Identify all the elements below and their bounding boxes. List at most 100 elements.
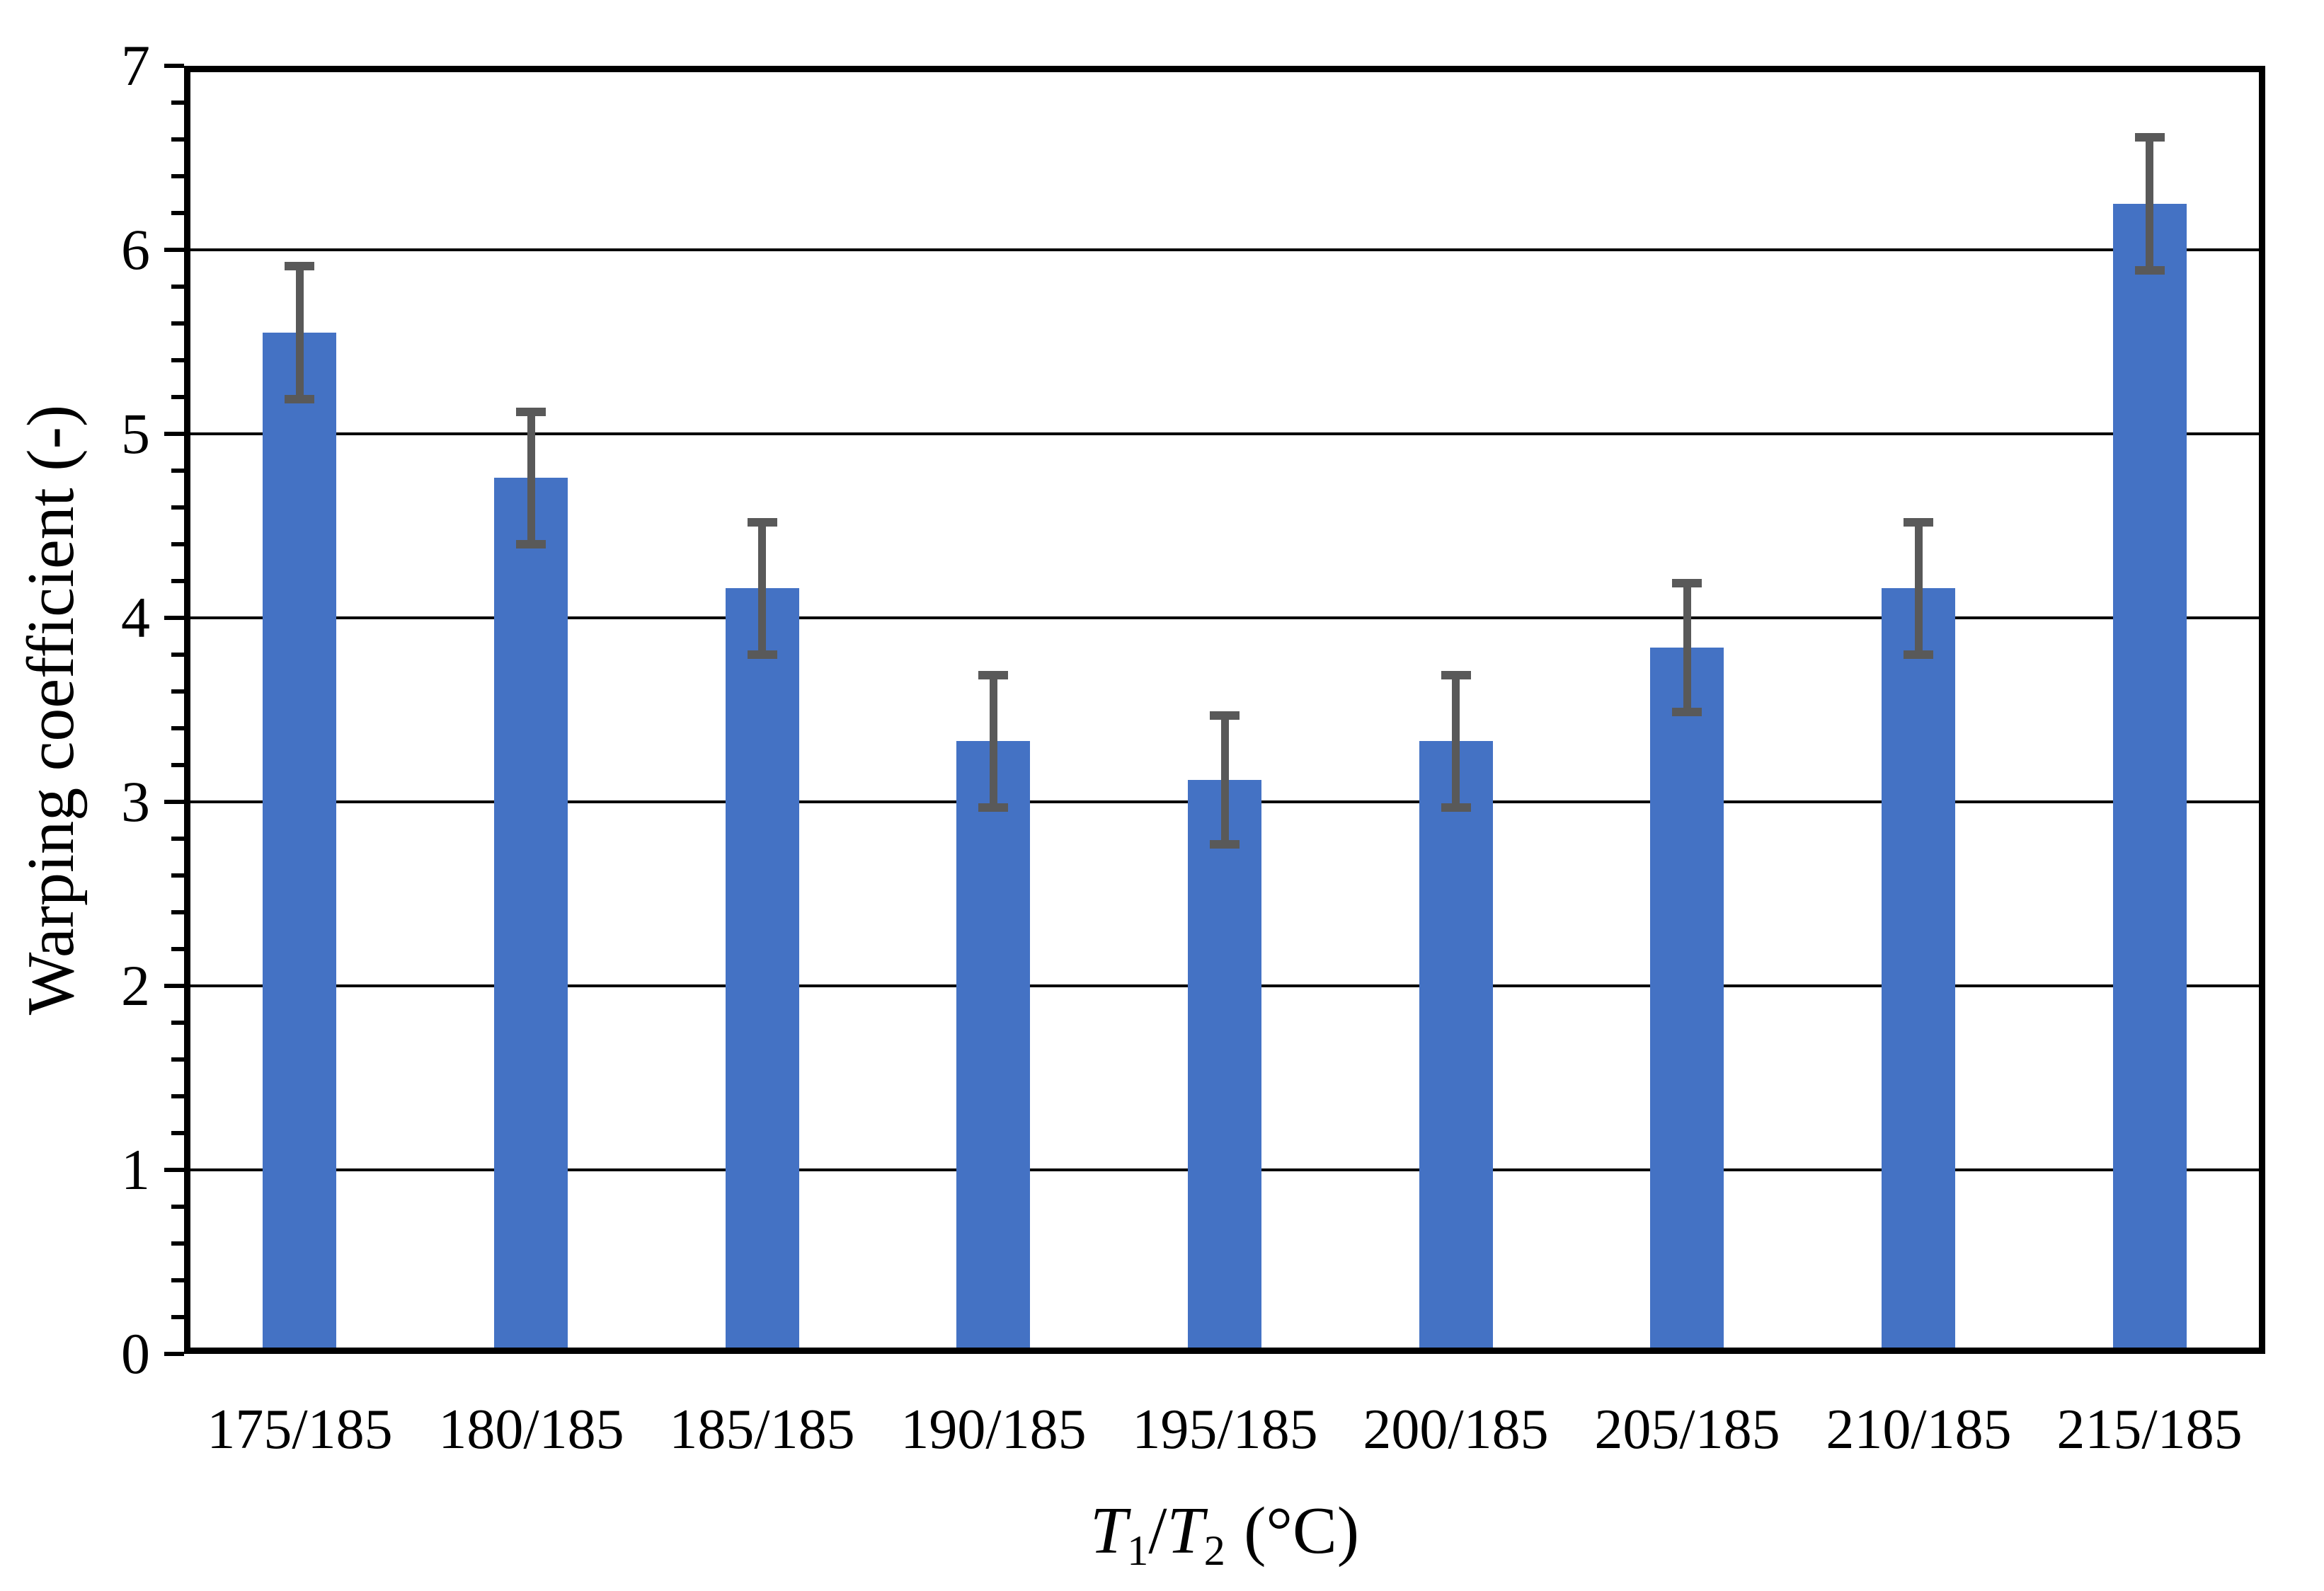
bar xyxy=(1882,588,1955,1354)
y-axis-minor-tick xyxy=(171,947,184,951)
y-tick-label: 3 xyxy=(121,769,150,834)
y-axis-minor-tick xyxy=(171,1205,184,1209)
x-title-slash: / xyxy=(1148,1494,1167,1568)
y-tick-label: 1 xyxy=(121,1137,150,1202)
bar xyxy=(956,741,1030,1354)
bar xyxy=(1419,741,1493,1354)
y-axis-major-tick xyxy=(164,984,184,988)
error-bar-top-cap xyxy=(978,671,1008,679)
error-bar-line xyxy=(1915,522,1923,655)
y-axis-major-tick xyxy=(164,1352,184,1356)
error-bar-bottom-cap xyxy=(1904,650,1933,659)
error-bar-top-cap xyxy=(285,262,314,270)
x-title-t2: T xyxy=(1167,1494,1204,1568)
y-tick-label: 2 xyxy=(121,953,150,1018)
error-bar-bottom-cap xyxy=(1210,840,1240,849)
x-tick-label: 215/185 xyxy=(2056,1398,2243,1461)
y-axis-minor-tick xyxy=(171,469,184,473)
y-axis-minor-tick xyxy=(171,579,184,583)
y-axis-minor-tick xyxy=(171,837,184,841)
error-bar-line xyxy=(2146,137,2153,270)
error-bar-top-cap xyxy=(1210,711,1240,720)
error-bar-top-cap xyxy=(516,408,546,416)
y-axis-minor-tick xyxy=(171,358,184,362)
error-bar-line xyxy=(1452,675,1460,808)
x-tick-label: 200/185 xyxy=(1363,1398,1549,1461)
error-bar-bottom-cap xyxy=(1441,803,1471,812)
y-tick-label: 0 xyxy=(121,1321,150,1386)
y-axis-minor-tick xyxy=(171,321,184,326)
y-axis-minor-tick xyxy=(171,100,184,105)
y-tick-label: 5 xyxy=(121,401,150,466)
x-tick-label: 190/185 xyxy=(900,1398,1087,1461)
error-bar-line xyxy=(758,522,766,655)
y-axis-minor-tick xyxy=(171,763,184,767)
y-tick-label: 7 xyxy=(121,33,150,98)
y-axis-minor-tick xyxy=(171,726,184,730)
y-axis-minor-tick xyxy=(171,211,184,215)
y-axis-minor-tick xyxy=(171,174,184,178)
y-axis-minor-tick xyxy=(171,1131,184,1135)
y-axis-major-tick xyxy=(164,64,184,68)
x-title-units: (°C) xyxy=(1244,1494,1360,1568)
y-axis-minor-tick xyxy=(171,395,184,399)
gridline-y-6 xyxy=(184,248,2265,251)
x-title-sub1: 1 xyxy=(1127,1527,1149,1575)
error-bar-bottom-cap xyxy=(2135,266,2165,275)
error-bar-bottom-cap xyxy=(748,650,777,659)
y-axis-minor-tick xyxy=(171,689,184,694)
error-bar-line xyxy=(990,675,997,808)
bar xyxy=(1650,648,1724,1354)
error-bar-bottom-cap xyxy=(978,803,1008,812)
gridline-y-4 xyxy=(184,616,2265,619)
y-axis-minor-tick xyxy=(171,653,184,657)
x-tick-label: 180/185 xyxy=(438,1398,624,1461)
error-bar-top-cap xyxy=(1672,579,1702,587)
y-axis-minor-tick xyxy=(171,505,184,510)
error-bar-bottom-cap xyxy=(285,395,314,403)
bar xyxy=(2113,204,2187,1354)
x-title-t1: T xyxy=(1089,1494,1128,1568)
y-axis-minor-tick xyxy=(171,542,184,546)
error-bar-line xyxy=(1683,583,1691,712)
x-axis-title: T1/T2 (°C) xyxy=(1089,1493,1360,1575)
y-axis-minor-tick xyxy=(171,873,184,878)
error-bar-line xyxy=(1221,716,1229,844)
y-axis-major-tick xyxy=(164,1168,184,1172)
y-axis-major-tick xyxy=(164,616,184,620)
y-axis-major-tick xyxy=(164,800,184,804)
bar xyxy=(726,588,799,1354)
y-axis-minor-tick xyxy=(171,1057,184,1062)
bar xyxy=(1188,780,1261,1354)
y-axis-minor-tick xyxy=(171,137,184,142)
error-bar-line xyxy=(296,266,304,398)
y-axis-minor-tick xyxy=(171,1241,184,1246)
x-tick-label: 175/185 xyxy=(207,1398,393,1461)
y-axis-title: Warping coefficient (-) xyxy=(14,404,88,1016)
y-axis-minor-tick xyxy=(171,1315,184,1319)
y-axis-major-tick xyxy=(164,432,184,436)
error-bar-top-cap xyxy=(1441,671,1471,679)
x-tick-label: 185/185 xyxy=(669,1398,855,1461)
y-axis-minor-tick xyxy=(171,910,184,914)
y-axis-minor-tick xyxy=(171,1021,184,1025)
error-bar-top-cap xyxy=(1904,518,1933,527)
y-tick-label: 6 xyxy=(121,217,150,282)
gridline-y-5 xyxy=(184,432,2265,435)
x-tick-label: 205/185 xyxy=(1594,1398,1780,1461)
y-axis-minor-tick xyxy=(171,1094,184,1098)
bar xyxy=(263,333,336,1354)
y-axis-major-tick xyxy=(164,248,184,252)
y-axis-minor-tick xyxy=(171,285,184,289)
x-tick-label: 210/185 xyxy=(1826,1398,2012,1461)
error-bar-top-cap xyxy=(2135,133,2165,142)
error-bar-bottom-cap xyxy=(516,540,546,548)
x-tick-label: 195/185 xyxy=(1132,1398,1318,1461)
error-bar-line xyxy=(527,412,535,544)
y-tick-label: 4 xyxy=(121,585,150,650)
y-axis-minor-tick xyxy=(171,1278,184,1282)
error-bar-bottom-cap xyxy=(1672,708,1702,716)
x-title-sub2: 2 xyxy=(1203,1527,1225,1575)
